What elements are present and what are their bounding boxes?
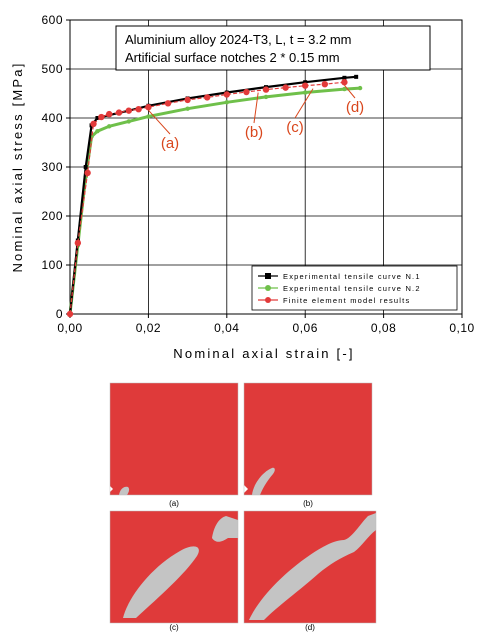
ticks: 0,00 0,02 0,04 0,06 0,08 0,10 0 100 200 300 400 500…	[41, 13, 474, 335]
y-tick-label: 500	[41, 62, 63, 76]
data-point	[282, 84, 289, 91]
data-point	[98, 113, 105, 121]
series-fe-model	[66, 79, 348, 318]
data-point	[74, 239, 82, 247]
series-layer	[66, 74, 363, 318]
legend-label-3: Finite element model results	[283, 296, 410, 305]
panel-a-crack	[119, 486, 130, 495]
data-point	[115, 109, 123, 116]
callout-label: (b)	[245, 124, 263, 141]
callout-label: (d)	[346, 99, 364, 116]
panel-b-label: (b)	[303, 499, 313, 508]
panel-a-background	[110, 383, 238, 495]
data-point	[223, 91, 230, 98]
data-point	[342, 86, 347, 92]
data-point	[224, 100, 229, 105]
data-point	[146, 114, 151, 119]
callout-label: (a)	[161, 135, 179, 152]
data-point	[107, 124, 112, 129]
data-point	[303, 80, 308, 85]
data-point	[164, 100, 172, 107]
panel-c-edge-deformation	[212, 516, 238, 542]
y-tick-label: 100	[41, 258, 63, 272]
panel-d: (d)	[243, 510, 377, 632]
data-point	[106, 110, 113, 118]
legend-marker-circle-red	[265, 297, 271, 303]
panel-b-crack	[252, 467, 275, 495]
legend-entry-2: Experimental tensile curve N.2	[258, 284, 421, 293]
callout-label: (c)	[286, 119, 304, 136]
legend-label-2: Experimental tensile curve N.2	[283, 284, 421, 293]
x-tick-label: 0,06	[293, 321, 318, 335]
stress-strain-chart: 0,00 0,02 0,04 0,06 0,08 0,10 0 100 200 300 400 500…	[10, 13, 474, 361]
legend: Experimental tensile curve N.1 Experimen…	[251, 265, 458, 311]
panel-a-frame	[109, 382, 239, 496]
callout-arrow	[253, 92, 259, 124]
data-point	[263, 94, 269, 100]
panel-a: (a)	[109, 382, 239, 508]
panel-c-crack	[123, 546, 199, 618]
data-point	[184, 96, 191, 104]
panel-b-frame	[243, 382, 373, 496]
y-axis-title: Nominal axial stress [MPa]	[10, 61, 25, 272]
info-line-2: Artificial surface notches 2 * 0.15 mm	[125, 50, 340, 65]
data-point	[262, 86, 270, 93]
x-tick-label: 0,02	[136, 321, 161, 335]
panel-c-label: (c)	[169, 623, 179, 632]
data-point	[145, 104, 152, 111]
x-axis-title: Nominal axial strain [-]	[173, 346, 354, 361]
panel-c-frame	[109, 510, 239, 624]
data-point	[357, 85, 363, 91]
data-point	[66, 310, 74, 318]
data-point	[90, 120, 97, 128]
data-point	[83, 165, 88, 169]
y-tick-label: 0	[56, 307, 63, 321]
callout-arrow	[148, 109, 171, 135]
fe-contour-panels: (a) (b) (c) (d)	[109, 382, 377, 632]
data-point	[321, 80, 328, 88]
x-tick-label: 0,04	[214, 321, 239, 335]
panel-a-label: (a)	[169, 499, 179, 508]
panel-a-notch	[110, 486, 113, 492]
data-point	[126, 119, 131, 124]
y-tick-label: 600	[41, 13, 63, 27]
legend-marker-square	[265, 273, 271, 279]
panel-d-label: (d)	[305, 623, 315, 632]
panel-d-crack	[249, 513, 376, 620]
panel-b: (b)	[243, 382, 373, 508]
data-point	[84, 169, 91, 177]
legend-entry-1: Experimental tensile curve N.1	[258, 272, 421, 281]
y-tick-label: 400	[41, 111, 63, 125]
panel-d-frame	[243, 510, 377, 624]
data-point	[302, 82, 309, 89]
data-point	[185, 106, 190, 111]
legend-entry-3: Finite element model results	[258, 296, 410, 305]
x-tick-label: 0,08	[371, 321, 396, 335]
data-point	[125, 107, 132, 114]
data-point	[243, 88, 250, 96]
panel-c: (c)	[109, 510, 239, 632]
legend-box	[251, 265, 458, 311]
data-point	[95, 129, 100, 134]
legend-marker-circle-green	[265, 285, 271, 291]
callout-arrow	[344, 84, 356, 99]
panel-b-notch	[244, 485, 248, 493]
legend-label-1: Experimental tensile curve N.1	[283, 272, 421, 281]
callouts: (a) (b) (c) (d)	[148, 84, 364, 152]
data-point	[204, 94, 211, 101]
y-tick-label: 200	[41, 209, 63, 223]
data-point	[303, 90, 308, 95]
x-tick-label: 0,00	[57, 321, 82, 335]
data-point	[135, 105, 142, 113]
data-point	[341, 79, 348, 86]
x-tick-label: 0,10	[449, 321, 474, 335]
data-point	[95, 116, 100, 120]
callout-arrow	[294, 88, 314, 119]
y-tick-label: 300	[41, 160, 63, 174]
data-point	[354, 74, 359, 79]
data-point	[342, 75, 347, 80]
info-line-1: Aluminium alloy 2024-T3, L, t = 3.2 mm	[125, 32, 352, 47]
info-box: Aluminium alloy 2024-T3, L, t = 3.2 mm A…	[115, 25, 431, 71]
